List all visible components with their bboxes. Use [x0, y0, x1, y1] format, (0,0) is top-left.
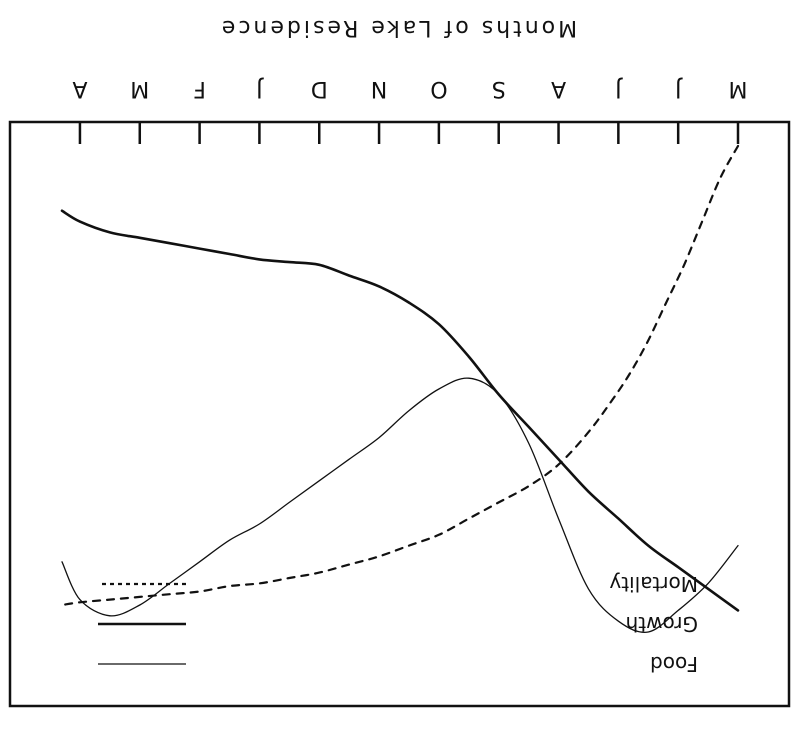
x-tick-label: M — [130, 76, 149, 101]
legend-label-food: Food — [650, 652, 698, 676]
x-tick-label: S — [492, 76, 506, 101]
legend-label-mortality: Mortality — [609, 572, 698, 596]
x-tick-label: J — [256, 76, 265, 101]
x-tick-label: D — [311, 76, 328, 101]
legend: Food Growth Mortality — [98, 572, 698, 676]
chart-title: Months of Lake Residence — [219, 15, 577, 40]
x-tick-label: A — [551, 76, 566, 101]
x-tick-label: N — [371, 76, 387, 101]
x-ticks — [78, 122, 740, 144]
rotated-figure: M J J A S O N D J F M A Months of Lake Residence Fo… — [8, 15, 791, 708]
x-tick-label: A — [72, 76, 87, 101]
x-tick-label: O — [430, 76, 447, 101]
series-lines — [60, 144, 740, 633]
x-tick-label: M — [729, 76, 748, 101]
series-line-growth — [60, 209, 740, 612]
legend-label-growth: Growth — [626, 612, 698, 636]
x-tick-label: J — [675, 76, 684, 101]
x-tick-label: J — [615, 76, 624, 101]
series-line-mortality — [60, 144, 740, 607]
plot-frame — [8, 120, 791, 708]
x-tick-label: F — [193, 76, 206, 101]
